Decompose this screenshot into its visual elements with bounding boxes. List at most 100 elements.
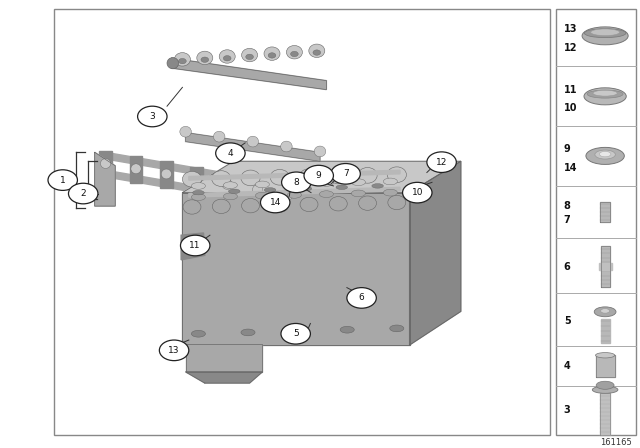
Ellipse shape bbox=[247, 136, 259, 147]
Text: 9: 9 bbox=[316, 171, 321, 180]
Ellipse shape bbox=[264, 47, 280, 60]
Ellipse shape bbox=[584, 88, 626, 105]
Ellipse shape bbox=[228, 189, 240, 194]
Circle shape bbox=[216, 143, 245, 164]
FancyBboxPatch shape bbox=[556, 9, 636, 435]
Ellipse shape bbox=[600, 151, 611, 157]
Text: 14: 14 bbox=[269, 198, 281, 207]
Ellipse shape bbox=[167, 57, 179, 69]
Ellipse shape bbox=[330, 197, 348, 211]
Text: 10: 10 bbox=[412, 188, 423, 197]
Ellipse shape bbox=[595, 307, 616, 317]
Polygon shape bbox=[221, 172, 234, 199]
Ellipse shape bbox=[291, 328, 305, 334]
Ellipse shape bbox=[336, 185, 348, 190]
Ellipse shape bbox=[180, 126, 191, 137]
Ellipse shape bbox=[223, 182, 237, 189]
Ellipse shape bbox=[309, 44, 325, 57]
Text: 6: 6 bbox=[564, 262, 571, 271]
Ellipse shape bbox=[314, 146, 326, 157]
Text: 1: 1 bbox=[60, 176, 65, 185]
Polygon shape bbox=[186, 344, 262, 372]
Ellipse shape bbox=[387, 167, 406, 182]
Polygon shape bbox=[191, 167, 204, 194]
Circle shape bbox=[68, 183, 98, 204]
Ellipse shape bbox=[390, 325, 404, 332]
Text: 13: 13 bbox=[564, 24, 577, 34]
Text: 13: 13 bbox=[168, 346, 180, 355]
Circle shape bbox=[281, 323, 310, 344]
Ellipse shape bbox=[242, 48, 258, 62]
Ellipse shape bbox=[593, 90, 617, 96]
Ellipse shape bbox=[100, 159, 111, 168]
Ellipse shape bbox=[201, 57, 209, 62]
Ellipse shape bbox=[582, 27, 628, 45]
Polygon shape bbox=[595, 355, 615, 377]
Polygon shape bbox=[600, 202, 611, 222]
Ellipse shape bbox=[271, 198, 289, 212]
Ellipse shape bbox=[182, 172, 202, 187]
Ellipse shape bbox=[191, 194, 205, 201]
Ellipse shape bbox=[593, 386, 618, 393]
Text: 4: 4 bbox=[564, 361, 571, 371]
Ellipse shape bbox=[161, 169, 172, 179]
Polygon shape bbox=[252, 177, 264, 204]
Text: 6: 6 bbox=[359, 293, 364, 302]
Ellipse shape bbox=[192, 174, 202, 184]
Ellipse shape bbox=[383, 189, 397, 196]
Ellipse shape bbox=[212, 199, 230, 214]
Ellipse shape bbox=[193, 190, 204, 195]
Ellipse shape bbox=[287, 192, 301, 198]
Ellipse shape bbox=[191, 182, 205, 189]
Ellipse shape bbox=[214, 131, 225, 142]
Ellipse shape bbox=[283, 190, 293, 200]
Text: 3: 3 bbox=[150, 112, 155, 121]
Ellipse shape bbox=[246, 54, 253, 60]
Text: 8: 8 bbox=[564, 201, 571, 211]
Circle shape bbox=[427, 152, 456, 172]
Text: 12: 12 bbox=[564, 43, 577, 53]
Polygon shape bbox=[106, 152, 288, 190]
Polygon shape bbox=[130, 156, 143, 183]
Ellipse shape bbox=[255, 181, 269, 188]
Polygon shape bbox=[182, 161, 461, 193]
Ellipse shape bbox=[300, 197, 318, 211]
Ellipse shape bbox=[383, 178, 397, 185]
Polygon shape bbox=[106, 170, 288, 208]
Circle shape bbox=[138, 106, 167, 127]
Ellipse shape bbox=[287, 180, 301, 187]
Ellipse shape bbox=[595, 150, 616, 159]
Ellipse shape bbox=[219, 50, 236, 63]
Ellipse shape bbox=[241, 329, 255, 336]
Ellipse shape bbox=[584, 29, 626, 38]
Polygon shape bbox=[599, 263, 612, 270]
Ellipse shape bbox=[300, 186, 312, 191]
Circle shape bbox=[48, 170, 77, 190]
Ellipse shape bbox=[264, 188, 276, 192]
Ellipse shape bbox=[291, 52, 298, 57]
Text: 161165: 161165 bbox=[600, 438, 632, 447]
Text: 8: 8 bbox=[294, 178, 299, 187]
Ellipse shape bbox=[351, 179, 365, 185]
Ellipse shape bbox=[588, 90, 623, 98]
Text: 11: 11 bbox=[189, 241, 201, 250]
Text: 9: 9 bbox=[564, 144, 571, 154]
Polygon shape bbox=[410, 161, 461, 345]
Ellipse shape bbox=[300, 169, 319, 185]
Ellipse shape bbox=[253, 185, 263, 194]
Ellipse shape bbox=[591, 29, 620, 35]
Ellipse shape bbox=[329, 168, 348, 184]
Ellipse shape bbox=[340, 326, 355, 333]
Ellipse shape bbox=[212, 171, 231, 186]
Ellipse shape bbox=[268, 53, 276, 58]
Polygon shape bbox=[99, 151, 112, 178]
Polygon shape bbox=[282, 182, 294, 209]
Polygon shape bbox=[172, 58, 326, 90]
Text: 5: 5 bbox=[564, 316, 571, 326]
Polygon shape bbox=[181, 233, 205, 260]
Ellipse shape bbox=[131, 164, 141, 174]
Ellipse shape bbox=[319, 180, 333, 186]
Text: 3: 3 bbox=[564, 405, 571, 415]
Polygon shape bbox=[189, 187, 400, 197]
Ellipse shape bbox=[287, 46, 302, 59]
